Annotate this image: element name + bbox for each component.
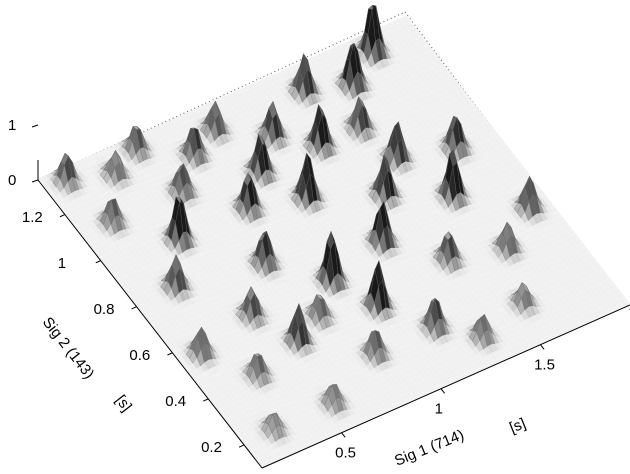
axes-box [37, 11, 630, 311]
back-box-edge-left [37, 11, 406, 181]
surface-mesh [37, 4, 630, 468]
